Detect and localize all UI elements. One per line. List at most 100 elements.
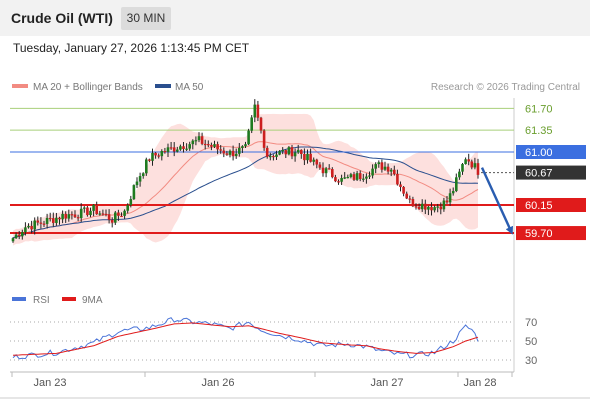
candle-body	[380, 162, 384, 170]
candle-body	[39, 222, 43, 224]
forecast-arrow-line	[480, 167, 513, 235]
candle-body	[458, 171, 461, 178]
candle-body	[396, 173, 399, 185]
candle-body	[275, 154, 278, 157]
candle-body	[476, 163, 480, 175]
candle-body	[176, 149, 179, 152]
candle-body	[58, 217, 61, 220]
candle-body	[203, 143, 207, 146]
candle-body	[386, 166, 390, 172]
candle-body	[36, 220, 40, 223]
candle-body	[451, 191, 455, 194]
candle-body	[200, 136, 204, 144]
candle-body	[296, 149, 300, 153]
candle-body	[250, 117, 253, 131]
level-tag-59.70	[516, 226, 586, 241]
candle-body	[281, 150, 284, 152]
candle-body	[340, 177, 343, 182]
candle-body	[259, 117, 263, 131]
candle-body	[408, 198, 412, 200]
candle-body	[256, 104, 260, 118]
candle-body	[272, 155, 275, 158]
candle-body	[349, 174, 353, 178]
candle-body	[48, 217, 52, 220]
candle-body	[337, 181, 340, 183]
candle-body	[213, 144, 216, 147]
candle-body	[309, 153, 312, 162]
candle-body	[430, 206, 433, 211]
candle-body	[352, 174, 356, 180]
candle-body	[241, 146, 244, 148]
candle-body	[132, 185, 136, 200]
legend-9ma-swatch	[62, 297, 76, 301]
time-tick-label-1: Jan 26	[201, 377, 234, 389]
candle-body	[89, 210, 92, 216]
legend-ma50-swatch	[155, 84, 171, 88]
candle-body	[293, 152, 297, 157]
candle-body	[262, 130, 266, 148]
candle-body	[11, 238, 15, 242]
candle-body	[231, 150, 235, 157]
candle-body	[73, 214, 77, 218]
rsi-series-rsi	[12, 317, 479, 360]
candle-body	[355, 173, 359, 180]
candle-body	[324, 168, 328, 174]
candle-body	[433, 207, 436, 211]
rsi-series-9ma	[12, 322, 479, 356]
candle-body	[83, 207, 86, 209]
rsi-legend: RSI 9MA	[12, 295, 103, 306]
candle-body	[98, 213, 102, 215]
level-tag-60.67	[516, 165, 586, 180]
time-tick-label-2: Jan 27	[370, 377, 403, 389]
candle-body	[194, 140, 198, 142]
candle-body	[210, 144, 213, 147]
candle-body	[343, 177, 346, 179]
candle-body	[138, 176, 142, 182]
candle-body	[27, 225, 30, 228]
candle-body	[411, 199, 415, 207]
candle-body	[445, 200, 449, 203]
candle-body	[312, 159, 315, 162]
candles	[11, 99, 480, 243]
candle-body	[377, 162, 381, 165]
candle-body	[389, 169, 393, 172]
candle-body	[306, 153, 309, 161]
candle-body	[114, 212, 117, 223]
candle-body	[284, 150, 288, 155]
time-tick-label-3: Jan 28	[463, 377, 496, 389]
candle-body	[402, 186, 405, 194]
candle-body	[442, 200, 446, 210]
candle-body	[179, 146, 182, 150]
candle-body	[346, 177, 350, 179]
candle-body	[145, 159, 148, 174]
level-label-59.70: 59.70	[525, 228, 553, 240]
legend-rsi-swatch	[12, 297, 26, 301]
candle-body	[70, 214, 74, 216]
candle-body	[52, 218, 55, 223]
candle-body	[318, 164, 322, 168]
candle-body	[33, 220, 36, 230]
time-tick-label-0: Jan 23	[33, 377, 66, 389]
level-label-61.00: 61.00	[525, 147, 553, 159]
candle-body	[104, 213, 108, 216]
interval-button[interactable]: 30 MIN	[121, 7, 171, 30]
legend-rsi-label: RSI	[33, 295, 50, 306]
legend-ma20-label: MA 20 + Bollinger Bands	[33, 82, 143, 93]
candle-body	[95, 204, 98, 215]
candle-body	[321, 167, 325, 174]
candle-body	[157, 155, 160, 157]
candle-body	[467, 159, 470, 162]
candle-body	[207, 144, 210, 146]
chart-header: Crude Oil (WTI) 30 MIN	[0, 0, 590, 36]
candle-body	[439, 206, 443, 210]
candle-body	[117, 212, 120, 216]
rsi-tick-30: 30	[525, 355, 537, 367]
candle-body	[427, 206, 430, 210]
level-tag-61.00	[516, 145, 586, 159]
candle-body	[120, 215, 123, 218]
candle-body	[197, 136, 201, 141]
legend: MA 20 + Bollinger Bands MA 50 Research ©…	[12, 82, 580, 93]
candle-body	[154, 152, 157, 156]
candle-body	[21, 232, 24, 237]
